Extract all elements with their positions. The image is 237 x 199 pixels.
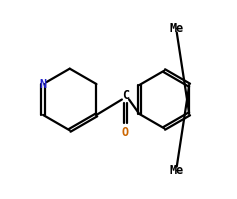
Text: Me: Me <box>169 164 183 177</box>
Text: Me: Me <box>169 22 183 35</box>
Text: C: C <box>122 89 129 102</box>
Text: N: N <box>40 78 47 91</box>
Text: O: O <box>122 126 129 139</box>
